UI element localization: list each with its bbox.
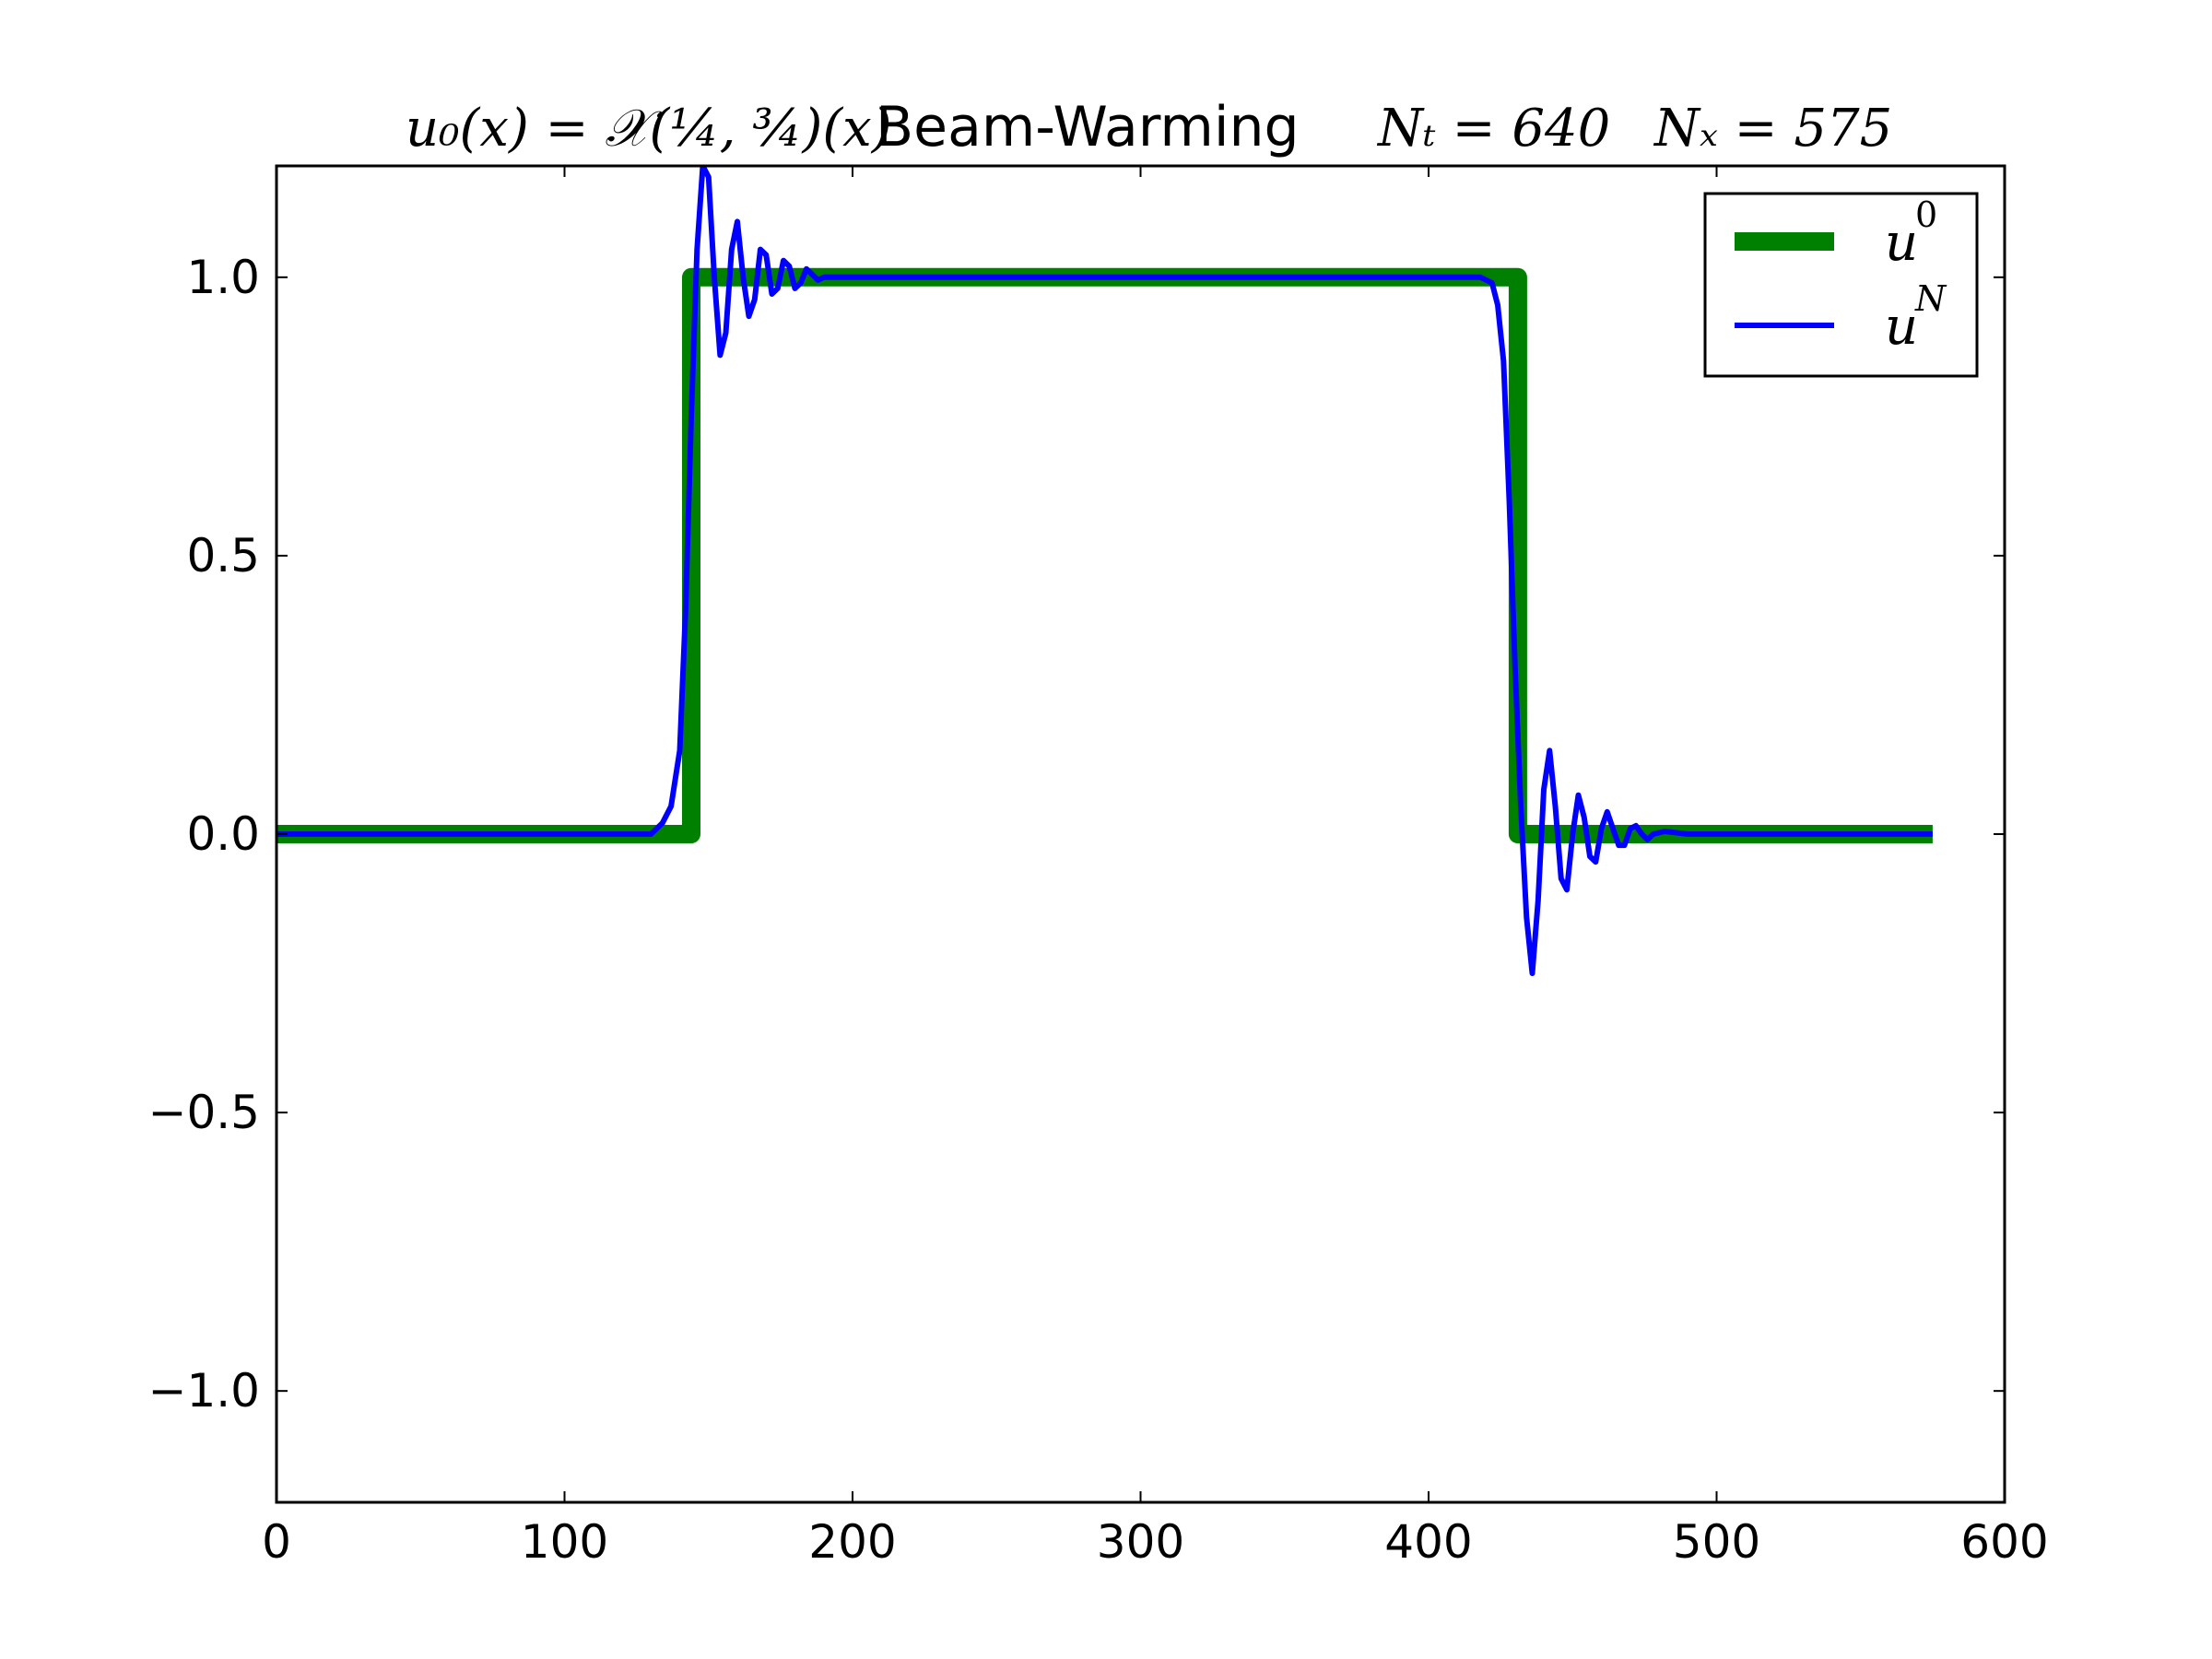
- title-method: Beam-Warming: [876, 95, 1300, 159]
- x-tick-label: 400: [1384, 1515, 1472, 1569]
- x-tick-label: 100: [521, 1515, 608, 1569]
- x-tick-label: 200: [808, 1515, 896, 1569]
- x-tick-label: 0: [262, 1515, 291, 1569]
- y-tick-label: 0.0: [186, 807, 260, 861]
- y-axis: 1.0 0.5 0.0 −0.5 −1.0: [148, 251, 2005, 1418]
- title-nt: Nₜ = 640: [1376, 99, 1610, 159]
- chart-title: u₀(x) = 𝒳(¼, ¾)(x) Beam-Warming Nₜ = 640…: [406, 95, 1892, 159]
- title-nx: Nₓ = 575: [1653, 99, 1892, 159]
- legend-sup-uN: N: [1914, 278, 1947, 319]
- y-tick-label: −0.5: [148, 1086, 260, 1139]
- legend-sup-u0: 0: [1915, 194, 1937, 235]
- y-tick-label: −1.0: [148, 1364, 260, 1418]
- x-tick-label: 300: [1097, 1515, 1184, 1569]
- y-tick-label: 1.0: [186, 251, 260, 304]
- legend-box: [1703, 192, 1979, 378]
- legend: u 0 u N: [1703, 192, 1979, 378]
- series-line-uN: [276, 166, 1933, 976]
- x-tick-label: 500: [1673, 1515, 1760, 1569]
- x-axis: 0 100 200 300 400 500 600: [262, 166, 2049, 1569]
- title-initial-condition: u₀(x) = 𝒳(¼, ¾)(x): [406, 99, 892, 159]
- y-tick-label: 0.5: [186, 529, 260, 582]
- x-tick-label: 600: [1960, 1515, 2048, 1569]
- legend-label-u0: u: [1885, 213, 1918, 273]
- series-layer: [276, 166, 1933, 976]
- legend-label-uN: u: [1885, 297, 1918, 357]
